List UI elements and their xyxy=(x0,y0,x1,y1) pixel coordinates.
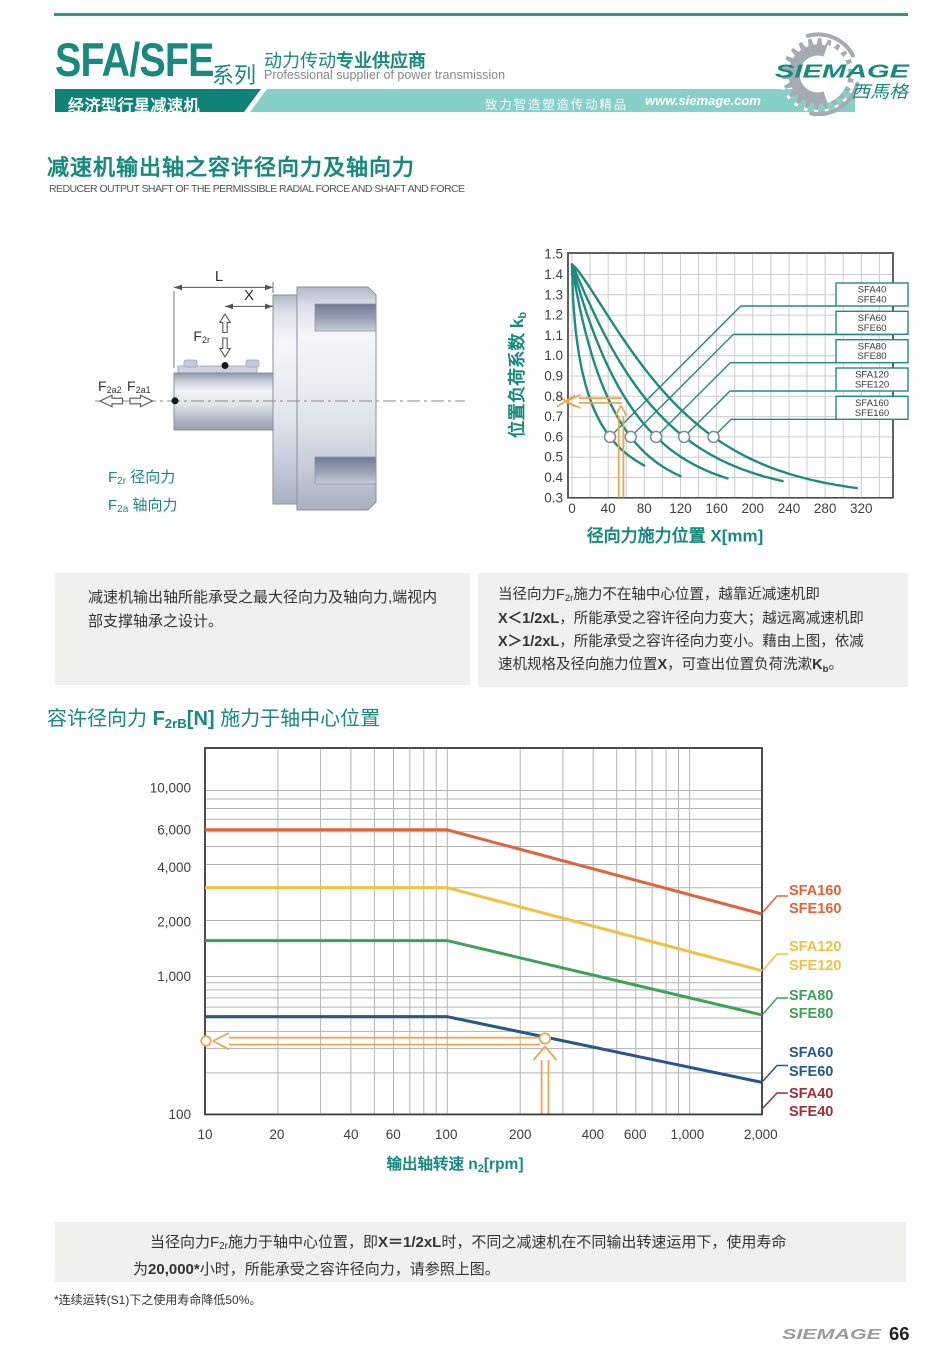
svg-text:2,000: 2,000 xyxy=(157,915,191,930)
svg-text:6,000: 6,000 xyxy=(157,822,191,837)
svg-text:600: 600 xyxy=(624,1127,647,1142)
svg-text:40: 40 xyxy=(601,501,616,516)
svg-text:SFA40: SFA40 xyxy=(789,1086,833,1102)
svg-text:100: 100 xyxy=(435,1127,458,1142)
svg-text:西馬格: 西馬格 xyxy=(851,83,910,102)
svg-text:SFE40: SFE40 xyxy=(789,1104,833,1120)
svg-text:F2a 轴向力: F2a 轴向力 xyxy=(108,497,177,515)
svg-text:SFA40: SFA40 xyxy=(858,285,887,296)
svg-text:1.4: 1.4 xyxy=(544,267,563,282)
svg-text:SFA160: SFA160 xyxy=(789,883,841,899)
svg-text:SIEMAGE: SIEMAGE xyxy=(775,62,911,82)
svg-text:160: 160 xyxy=(705,501,728,516)
svg-text:1.0: 1.0 xyxy=(544,348,563,363)
svg-text:1.1: 1.1 xyxy=(544,328,563,343)
svg-text:2,000: 2,000 xyxy=(744,1127,778,1142)
svg-text:SFE80: SFE80 xyxy=(789,1006,833,1022)
svg-text:SIEMAGE: SIEMAGE xyxy=(782,1326,882,1343)
svg-text:SFE60: SFE60 xyxy=(789,1064,833,1080)
svg-text:280: 280 xyxy=(814,501,837,516)
svg-text:F2a1: F2a1 xyxy=(127,378,151,395)
svg-text:位置负荷系数 kb: 位置负荷系数 kb xyxy=(507,312,529,439)
svg-text:SFA80: SFA80 xyxy=(789,988,833,1004)
svg-text:SFA80: SFA80 xyxy=(858,341,887,352)
svg-text:0.3: 0.3 xyxy=(544,490,563,505)
svg-text:320: 320 xyxy=(850,501,873,516)
svg-text:200: 200 xyxy=(509,1127,532,1142)
svg-text:SFE80: SFE80 xyxy=(857,351,886,362)
svg-text:F2a2: F2a2 xyxy=(98,378,122,395)
svg-text:0.8: 0.8 xyxy=(544,389,563,404)
svg-text:200: 200 xyxy=(742,501,765,516)
svg-text:0.7: 0.7 xyxy=(544,409,563,424)
svg-text:10,000: 10,000 xyxy=(150,781,191,796)
svg-text:SFA60: SFA60 xyxy=(858,313,887,324)
svg-text:1.5: 1.5 xyxy=(544,247,563,262)
svg-text:100: 100 xyxy=(168,1107,191,1122)
svg-text:F2r: F2r xyxy=(193,328,210,345)
svg-text:SFA60: SFA60 xyxy=(789,1045,833,1061)
svg-text:SFE40: SFE40 xyxy=(857,295,886,306)
svg-text:1,000: 1,000 xyxy=(157,969,191,984)
svg-text:0.9: 0.9 xyxy=(544,369,563,384)
svg-text:输出轴转速 n2[rpm]: 输出轴转速 n2[rpm] xyxy=(386,1154,523,1175)
svg-text:0.6: 0.6 xyxy=(544,429,563,444)
svg-text:120: 120 xyxy=(669,501,692,516)
svg-text:X: X xyxy=(244,287,254,304)
svg-text:1,000: 1,000 xyxy=(671,1127,705,1142)
svg-text:0.4: 0.4 xyxy=(544,470,563,485)
svg-text:4,000: 4,000 xyxy=(157,860,191,875)
svg-text:1.2: 1.2 xyxy=(544,308,563,323)
svg-text:40: 40 xyxy=(343,1127,358,1142)
svg-text:SFA160: SFA160 xyxy=(855,398,889,409)
svg-text:66: 66 xyxy=(889,1323,910,1344)
svg-text:SFA120: SFA120 xyxy=(855,370,889,381)
svg-text:径向力施力位置 X[mm]: 径向力施力位置 X[mm] xyxy=(587,526,764,546)
svg-text:SFE160: SFE160 xyxy=(855,408,889,419)
svg-text:SFE120: SFE120 xyxy=(855,380,889,391)
svg-text:L: L xyxy=(215,268,223,285)
svg-text:0.5: 0.5 xyxy=(544,450,563,465)
svg-text:80: 80 xyxy=(637,501,652,516)
svg-text:400: 400 xyxy=(582,1127,605,1142)
svg-text:SFE60: SFE60 xyxy=(857,323,886,334)
svg-text:SFA120: SFA120 xyxy=(789,939,841,955)
svg-text:SFE120: SFE120 xyxy=(789,958,841,974)
svg-text:20: 20 xyxy=(269,1127,284,1142)
svg-text:240: 240 xyxy=(778,501,801,516)
svg-text:10: 10 xyxy=(197,1127,212,1142)
svg-text:1.3: 1.3 xyxy=(544,287,563,302)
svg-text:F2r 径向力: F2r 径向力 xyxy=(108,469,175,487)
svg-text:SFE160: SFE160 xyxy=(789,901,841,917)
svg-text:60: 60 xyxy=(386,1127,401,1142)
svg-text:0: 0 xyxy=(568,501,576,516)
